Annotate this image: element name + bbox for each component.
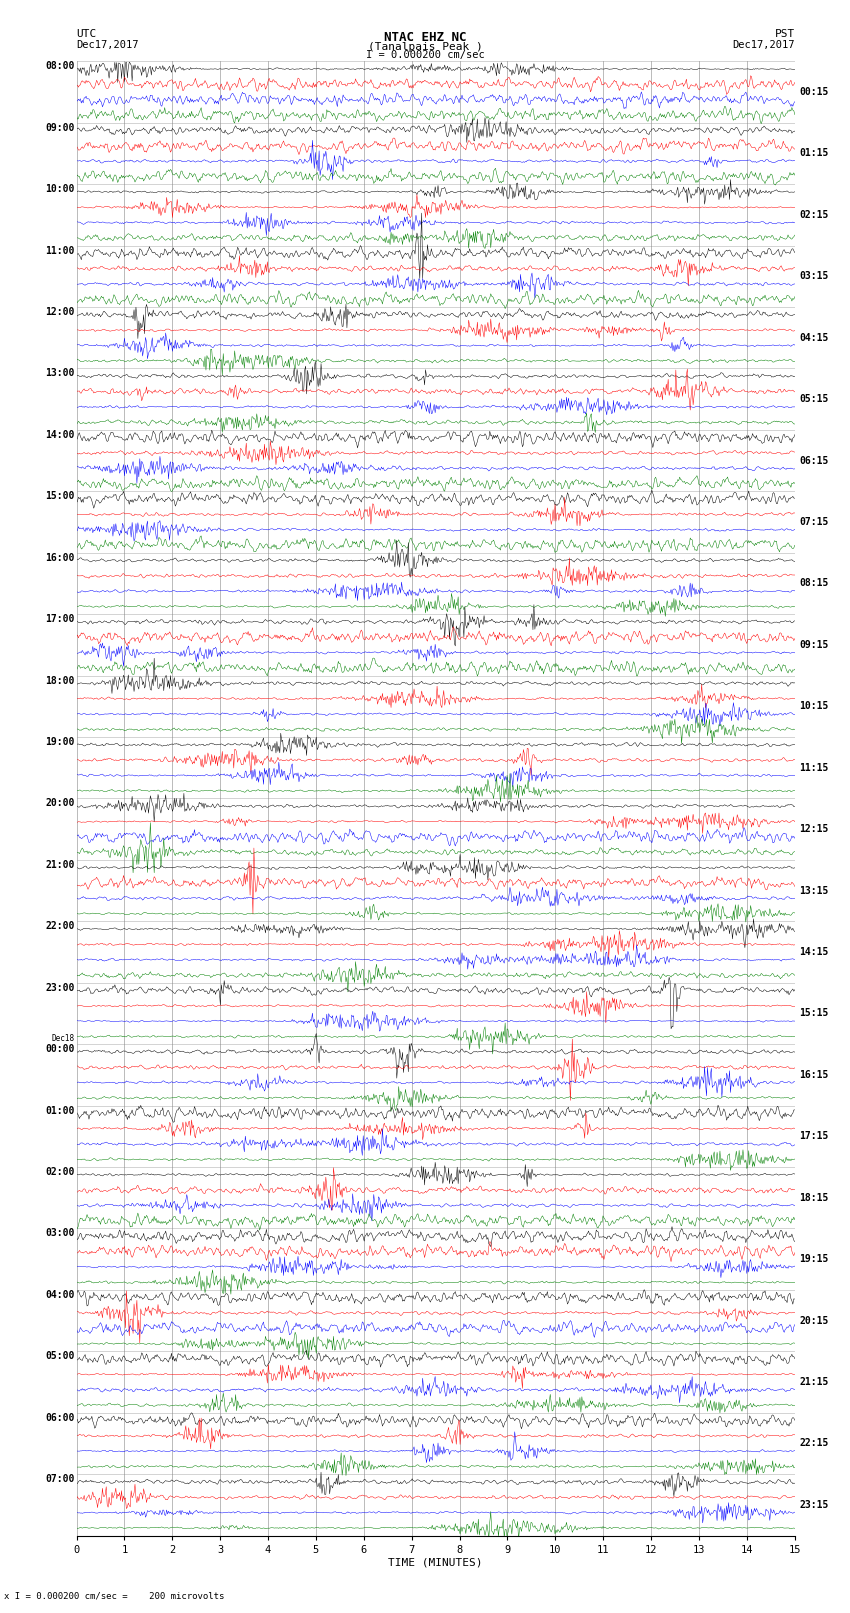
- Text: 01:00: 01:00: [45, 1105, 75, 1116]
- Text: 08:15: 08:15: [799, 579, 829, 589]
- Text: 10:00: 10:00: [45, 184, 75, 194]
- Text: 22:15: 22:15: [799, 1439, 829, 1448]
- Text: 00:00: 00:00: [45, 1044, 75, 1055]
- Text: 23:00: 23:00: [45, 982, 75, 992]
- Text: 22:00: 22:00: [45, 921, 75, 931]
- Text: 23:15: 23:15: [799, 1500, 829, 1510]
- Text: 21:00: 21:00: [45, 860, 75, 869]
- Text: 03:15: 03:15: [799, 271, 829, 281]
- X-axis label: TIME (MINUTES): TIME (MINUTES): [388, 1558, 483, 1568]
- Text: 13:00: 13:00: [45, 368, 75, 379]
- Text: 00:15: 00:15: [799, 87, 829, 97]
- Text: 21:15: 21:15: [799, 1378, 829, 1387]
- Text: 11:15: 11:15: [799, 763, 829, 773]
- Text: 02:00: 02:00: [45, 1168, 75, 1177]
- Text: 12:15: 12:15: [799, 824, 829, 834]
- Text: Dec17,2017: Dec17,2017: [732, 40, 795, 50]
- Text: 17:15: 17:15: [799, 1131, 829, 1142]
- Text: 20:15: 20:15: [799, 1316, 829, 1326]
- Text: (Tanalpais Peak ): (Tanalpais Peak ): [367, 42, 483, 52]
- Text: I = 0.000200 cm/sec: I = 0.000200 cm/sec: [366, 50, 484, 60]
- Text: Dec18: Dec18: [52, 1034, 75, 1042]
- Text: 14:15: 14:15: [799, 947, 829, 957]
- Text: 06:15: 06:15: [799, 455, 829, 466]
- Text: 10:15: 10:15: [799, 702, 829, 711]
- Text: NTAC EHZ NC: NTAC EHZ NC: [383, 31, 467, 44]
- Text: 16:00: 16:00: [45, 553, 75, 563]
- Text: 09:00: 09:00: [45, 123, 75, 132]
- Text: 04:15: 04:15: [799, 332, 829, 342]
- Text: 17:00: 17:00: [45, 615, 75, 624]
- Text: PST: PST: [774, 29, 795, 39]
- Text: 05:00: 05:00: [45, 1352, 75, 1361]
- Text: Dec17,2017: Dec17,2017: [76, 40, 139, 50]
- Text: 09:15: 09:15: [799, 640, 829, 650]
- Text: 19:00: 19:00: [45, 737, 75, 747]
- Text: 05:15: 05:15: [799, 394, 829, 405]
- Text: 16:15: 16:15: [799, 1069, 829, 1079]
- Text: UTC: UTC: [76, 29, 97, 39]
- Text: 07:15: 07:15: [799, 518, 829, 527]
- Text: 14:00: 14:00: [45, 429, 75, 440]
- Text: 13:15: 13:15: [799, 886, 829, 895]
- Text: 12:00: 12:00: [45, 306, 75, 318]
- Text: 18:15: 18:15: [799, 1192, 829, 1203]
- Text: 20:00: 20:00: [45, 798, 75, 808]
- Text: 15:15: 15:15: [799, 1008, 829, 1018]
- Text: x I = 0.000200 cm/sec =    200 microvolts: x I = 0.000200 cm/sec = 200 microvolts: [4, 1590, 224, 1600]
- Text: 06:00: 06:00: [45, 1413, 75, 1423]
- Text: 08:00: 08:00: [45, 61, 75, 71]
- Text: 01:15: 01:15: [799, 148, 829, 158]
- Text: 18:00: 18:00: [45, 676, 75, 686]
- Text: 07:00: 07:00: [45, 1474, 75, 1484]
- Text: 04:00: 04:00: [45, 1290, 75, 1300]
- Text: 03:00: 03:00: [45, 1229, 75, 1239]
- Text: 02:15: 02:15: [799, 210, 829, 219]
- Text: 11:00: 11:00: [45, 245, 75, 255]
- Text: 19:15: 19:15: [799, 1255, 829, 1265]
- Text: 15:00: 15:00: [45, 492, 75, 502]
